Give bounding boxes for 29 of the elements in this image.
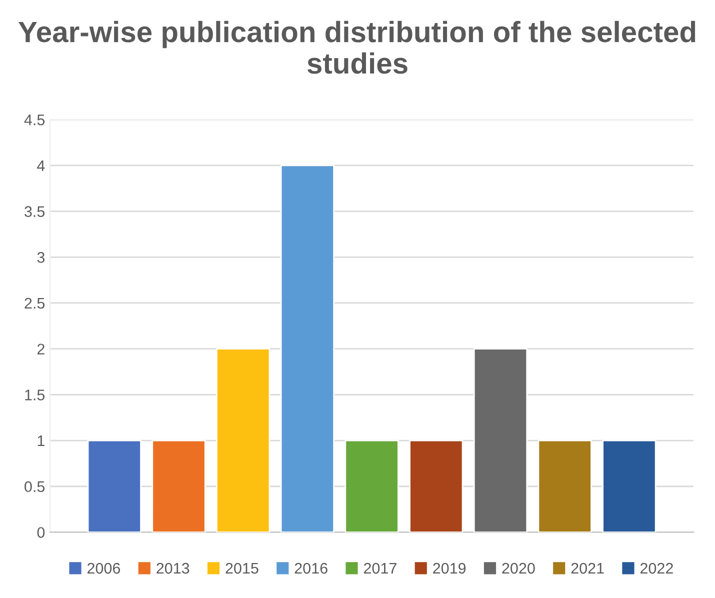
- bar: [409, 440, 464, 532]
- y-tick-label: 4.5: [24, 114, 45, 126]
- legend-label: 2022: [640, 562, 673, 574]
- y-tick-label: 2.5: [24, 298, 45, 309]
- y-tick-label: 1.5: [25, 390, 45, 400]
- bar: [280, 164, 335, 532]
- y-tick-label: 3: [37, 252, 45, 263]
- chart-title: Year-wise publication distribution of the selected studies: [18, 20, 696, 74]
- bar: [344, 440, 399, 532]
- legend-label: 2016: [294, 562, 328, 574]
- legend-label: 2017: [364, 562, 396, 574]
- y-tick-label: 0.5: [24, 481, 45, 492]
- y-tick-label: 1: [38, 436, 44, 446]
- bar: [473, 348, 528, 532]
- y-tick-label: 0: [37, 527, 45, 538]
- bar: [152, 440, 206, 532]
- legend-label: 2020: [502, 562, 535, 574]
- y-tick-label: 4: [37, 160, 45, 171]
- legend-label: 2021: [571, 562, 604, 574]
- y-tick-label: 3.5: [24, 206, 45, 217]
- legend-label: 2015: [226, 562, 258, 574]
- legend-label: 2019: [433, 562, 466, 574]
- y-tick-label: 2: [37, 344, 44, 354]
- legend-label: 2013: [156, 562, 190, 574]
- legend-label: 2006: [87, 562, 120, 574]
- bar: [602, 440, 656, 532]
- bar: [538, 440, 592, 532]
- bar: [216, 348, 270, 532]
- bar: [87, 440, 142, 532]
